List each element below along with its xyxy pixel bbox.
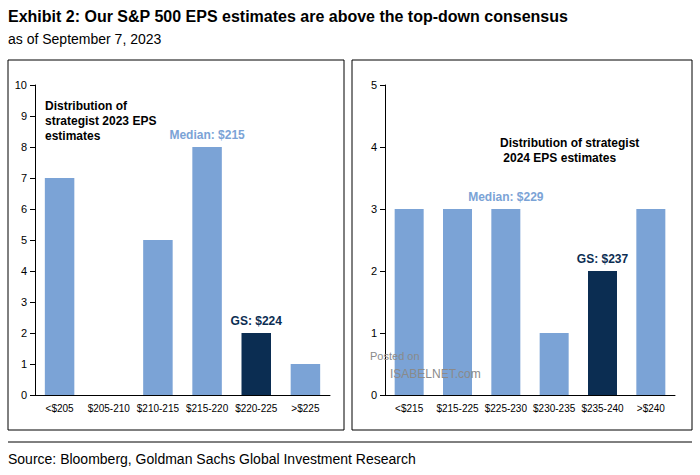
svg-text:GS: $224: GS: $224 [231, 314, 283, 328]
svg-text:<$205: <$205 [46, 403, 75, 414]
svg-text:Median: $215: Median: $215 [169, 128, 245, 142]
svg-text:GS: $237: GS: $237 [577, 252, 629, 266]
svg-text:2: 2 [21, 327, 27, 339]
svg-text:$220-225: $220-225 [235, 403, 278, 414]
svg-text:Distribution of strategist: Distribution of strategist [500, 136, 639, 150]
svg-text:Distribution of: Distribution of [45, 99, 130, 113]
svg-text:3: 3 [21, 296, 27, 308]
svg-text:Posted on: Posted on [370, 350, 420, 362]
svg-text:$215-220: $215-220 [186, 403, 229, 414]
svg-text:3: 3 [371, 203, 377, 215]
svg-text:>$225: >$225 [291, 403, 320, 414]
svg-text:$235-240: $235-240 [581, 403, 624, 414]
svg-text:8: 8 [21, 141, 27, 153]
svg-text:$230-235: $230-235 [533, 403, 576, 414]
svg-text:1: 1 [21, 358, 27, 370]
svg-text:0: 0 [21, 389, 27, 401]
svg-text:4: 4 [21, 265, 27, 277]
svg-text:$215-225: $215-225 [436, 403, 479, 414]
svg-text:as of September 7, 2023: as of September 7, 2023 [8, 31, 162, 47]
svg-text:strategist 2023 EPS: strategist 2023 EPS [45, 114, 160, 128]
svg-text:<$215: <$215 [395, 403, 424, 414]
svg-text:>$240: >$240 [637, 403, 666, 414]
svg-text:9: 9 [21, 110, 27, 122]
svg-text:ISABELNET.com: ISABELNET.com [390, 367, 481, 381]
svg-text:Source: Bloomberg, Goldman Sac: Source: Bloomberg, Goldman Sachs Global … [8, 451, 416, 467]
svg-text:estimates: estimates [45, 129, 101, 143]
svg-text:10: 10 [15, 79, 27, 91]
svg-text:$210-215: $210-215 [137, 403, 180, 414]
svg-text:$225-230: $225-230 [485, 403, 528, 414]
svg-text:5: 5 [21, 234, 27, 246]
svg-text:Exhibit 2: Our S&P 500 EPS est: Exhibit 2: Our S&P 500 EPS estimates are… [8, 8, 568, 25]
svg-text:Median: $229: Median: $229 [468, 190, 544, 204]
svg-text:5: 5 [371, 79, 377, 91]
svg-text:4: 4 [371, 141, 377, 153]
svg-text:0: 0 [371, 389, 377, 401]
svg-text:1: 1 [371, 327, 377, 339]
svg-text:7: 7 [21, 172, 27, 184]
svg-text:$205-210: $205-210 [88, 403, 131, 414]
svg-text:6: 6 [21, 203, 27, 215]
svg-text:2024 EPS estimates: 2024 EPS estimates [500, 151, 616, 165]
svg-text:2: 2 [371, 265, 377, 277]
